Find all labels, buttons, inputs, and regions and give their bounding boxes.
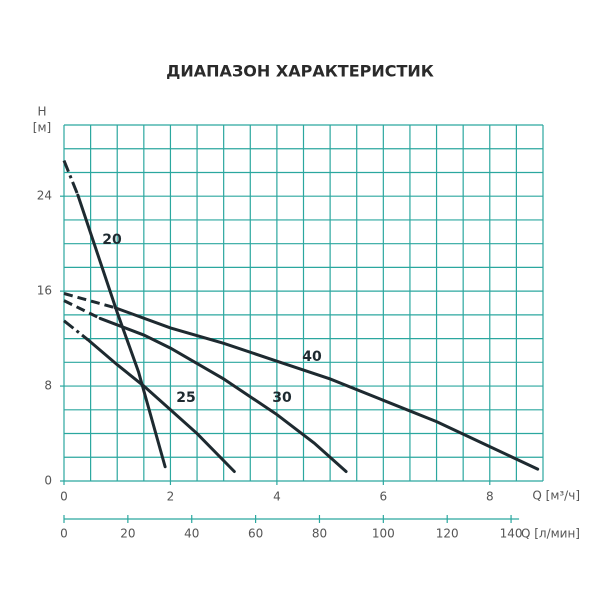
x-tick-label: 4 — [273, 490, 281, 504]
x-tick-label: 2 — [167, 490, 175, 504]
y-unit: [м] — [33, 121, 51, 135]
curve-extrapolated — [62, 160, 80, 196]
curve-label: 25 — [176, 390, 195, 406]
x2-tick-label: 60 — [248, 527, 263, 541]
y-tick-label: 8 — [44, 379, 52, 393]
x2-tick-label: 120 — [436, 527, 459, 541]
chart-title: ДИАПАЗОН ХАРАКТЕРИСТИК — [166, 62, 434, 81]
x-tick-label: 6 — [380, 490, 388, 504]
curve-extrapolated — [63, 292, 116, 310]
x2-tick-label: 140 — [500, 527, 523, 541]
curve-label: 30 — [272, 390, 292, 406]
curve-extrapolated — [63, 319, 89, 341]
curve — [98, 316, 348, 474]
curve-label: 20 — [102, 232, 122, 248]
curve-extrapolated — [63, 299, 101, 320]
curve-label: 40 — [302, 349, 322, 365]
x-tick-label: 0 — [60, 490, 68, 504]
x2-tick-label: 20 — [120, 527, 135, 541]
x-label: Q [м³/ч] — [532, 489, 580, 503]
x-tick-label: 8 — [486, 490, 494, 504]
y-tick-label: 24 — [37, 189, 52, 203]
curve — [113, 306, 540, 471]
x2-tick-label: 100 — [372, 527, 395, 541]
x2-tick-label: 0 — [60, 527, 68, 541]
x2-tick-label: 80 — [312, 527, 327, 541]
x2-label: Q [л/мин] — [521, 527, 580, 541]
y-label: H — [37, 105, 46, 119]
curve — [76, 193, 167, 469]
curve — [86, 338, 236, 474]
x2-tick-label: 40 — [184, 527, 199, 541]
y-tick-label: 16 — [37, 284, 52, 298]
y-tick-label: 0 — [44, 474, 52, 488]
